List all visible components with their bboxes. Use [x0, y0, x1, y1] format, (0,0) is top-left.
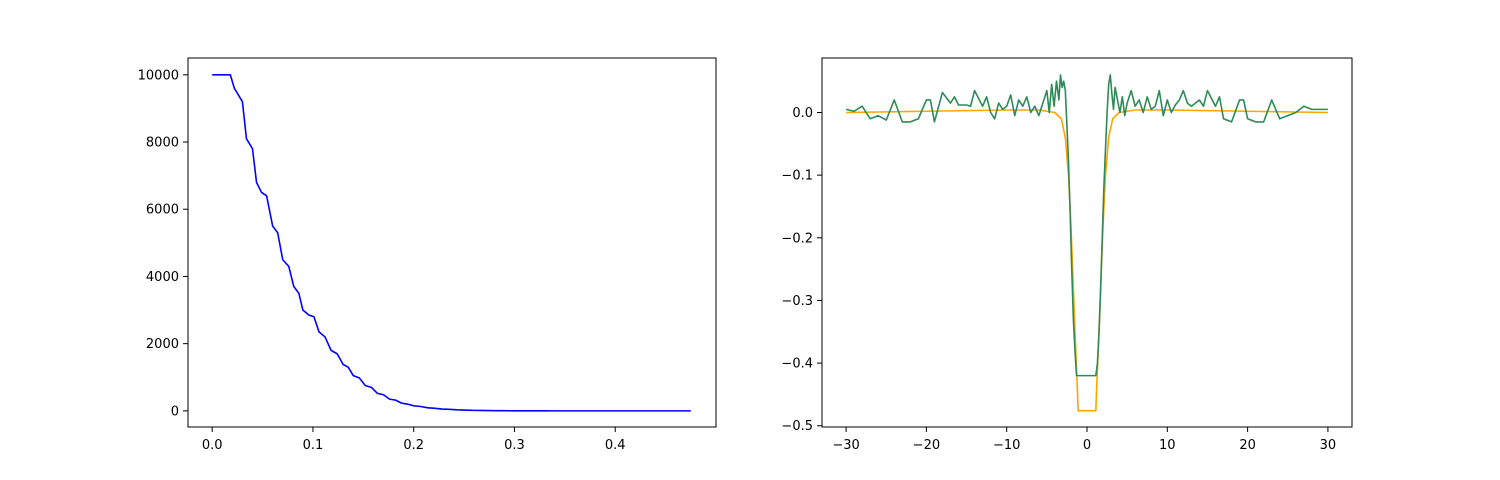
chart-1-y-tick-label: 0 — [171, 404, 179, 419]
chart-1-y-tick-label: 4000 — [146, 270, 179, 285]
chart-2-y-tick-label: −0.4 — [781, 357, 813, 372]
chart-2-y-tick-label: −0.2 — [781, 231, 813, 246]
chart-1-x-tick-label: 0.1 — [303, 438, 324, 453]
chart-1-series-1-line — [212, 74, 691, 412]
chart-1-plot-frame — [187, 57, 717, 428]
chart-1-y-tick-label: 10000 — [138, 68, 179, 83]
chart-1-y-tick-label: 8000 — [146, 136, 179, 151]
chart-2-series-1-line — [846, 109, 1328, 412]
chart-1: 0.0 0.1 0.2 0.3 0.4 0 2000 4000 6000 8000 10000 — [138, 57, 717, 453]
chart-2-x-tick-label: 30 — [1320, 438, 1337, 453]
chart-2-y-tick-label: −0.5 — [781, 419, 813, 434]
chart-2-x-tick-label: −10 — [993, 438, 1020, 453]
chart-1-x-tick-label: 0.2 — [403, 438, 424, 453]
chart-1-y-tick-label: 2000 — [146, 337, 179, 352]
chart-2-plot-frame — [821, 57, 1353, 428]
chart-2-x-tick-label: 10 — [1159, 438, 1176, 453]
chart-1-y-tick-label: 6000 — [146, 203, 179, 218]
chart-2-x-tick-label: −20 — [913, 438, 940, 453]
chart-2-series-2-line — [845, 74, 1328, 377]
chart-2-x-tick-label: 20 — [1239, 438, 1256, 453]
chart-1-x-tick-label: 0.3 — [504, 438, 525, 453]
chart-2-y-tick-label: 0.0 — [792, 106, 813, 121]
chart-2: −30 −20 −10 0 10 20 30 −0.5 −0.4 −0.3 −0.2 −0.1 0.0 — [781, 57, 1353, 453]
chart-2-y-tick-label: −0.3 — [781, 294, 813, 309]
chart-2-x-tick-label: −30 — [832, 438, 859, 453]
chart-2-x-tick-label: 0 — [1083, 438, 1091, 453]
chart-1-x-tick-label: 0.0 — [202, 438, 223, 453]
chart-1-x-tick-label: 0.4 — [605, 438, 626, 453]
chart-2-y-tick-label: −0.1 — [781, 169, 813, 184]
